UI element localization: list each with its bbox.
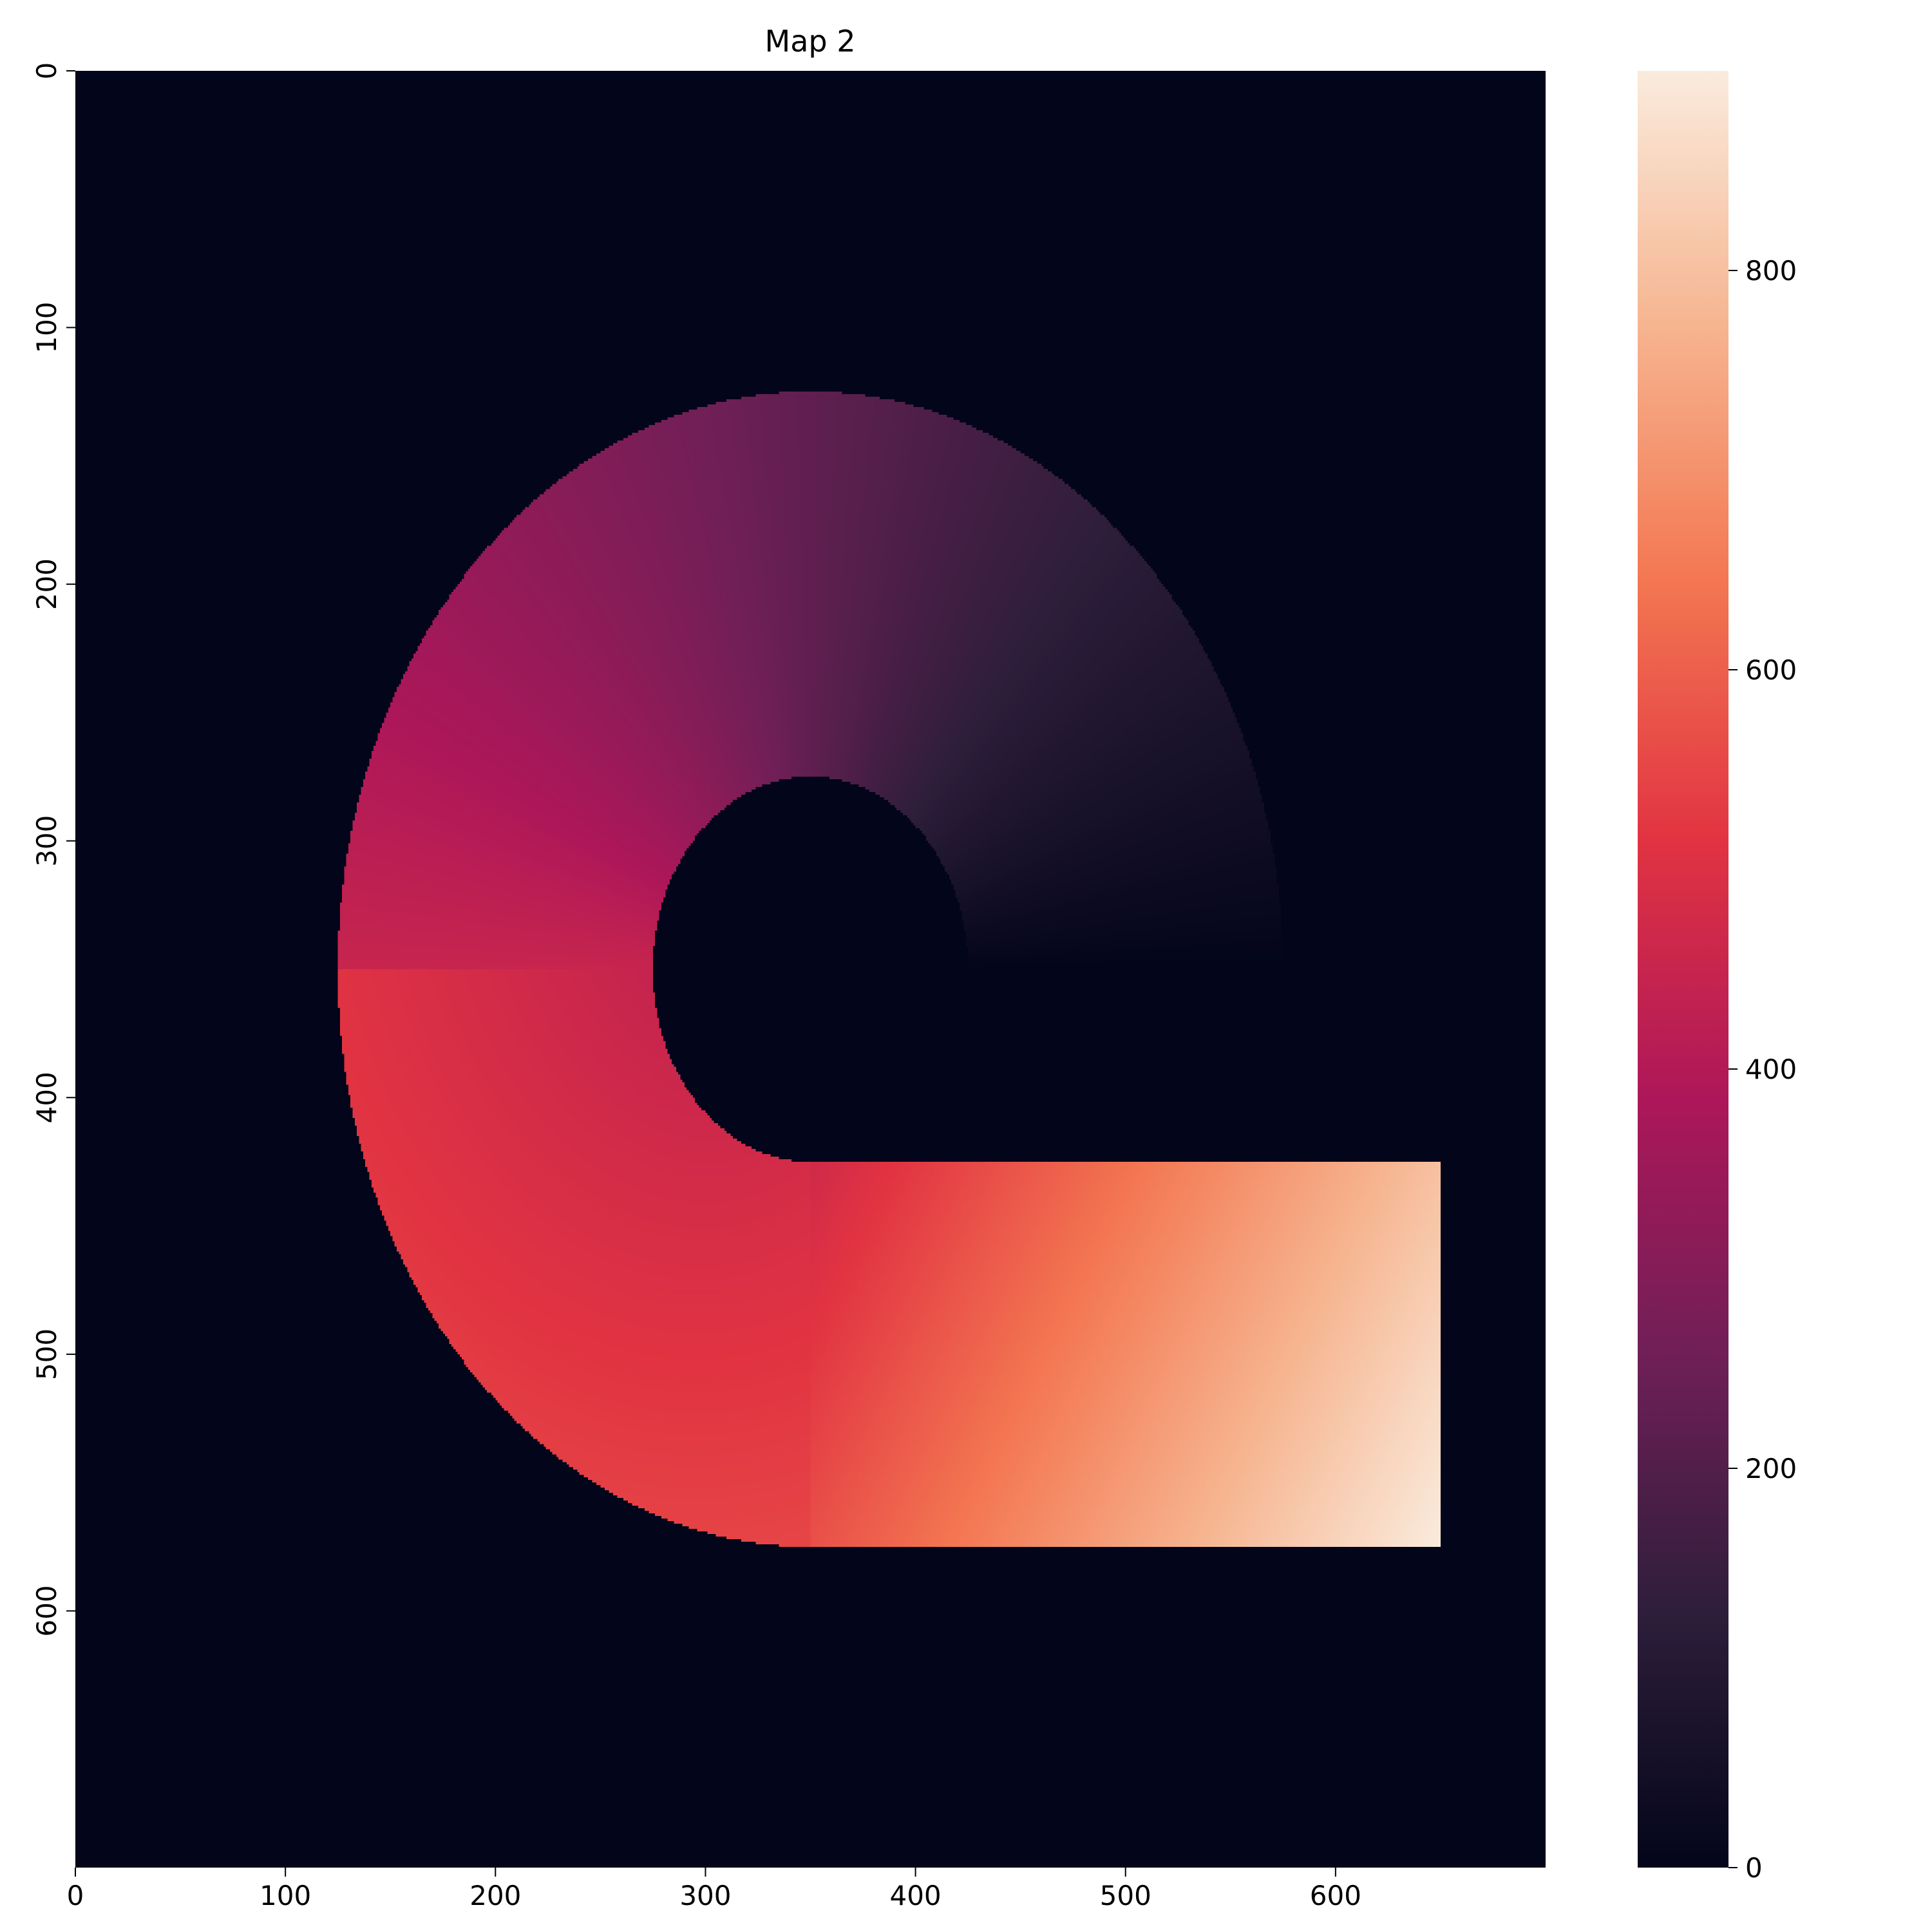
colorbar-tick-label: 0 [1745, 1852, 1763, 1884]
y-tick-label: 200 [31, 558, 62, 610]
x-axis: 0 100 200 300 400 500 600 [67, 1868, 1361, 1911]
y-tick-label: 300 [31, 815, 62, 867]
x-tick-label: 600 [1310, 1880, 1361, 1911]
x-tick-label: 400 [889, 1880, 941, 1911]
y-tick-label: 400 [31, 1072, 62, 1123]
plot-area [75, 71, 1546, 1868]
colorbar-tick-label: 600 [1745, 654, 1797, 686]
colorbar-tick-label: 800 [1745, 255, 1797, 287]
colorbar-tick-label: 200 [1745, 1453, 1797, 1484]
heatmap-field [75, 71, 1546, 1868]
y-axis: 0 100 200 300 400 500 600 [31, 62, 75, 1637]
colorbar-ticks: 0 200 400 600 800 [1728, 255, 1797, 1884]
colorbar-scale [1638, 71, 1728, 1868]
x-tick-label: 300 [679, 1880, 731, 1911]
y-tick-label: 600 [31, 1585, 62, 1636]
y-tick-label: 500 [31, 1329, 62, 1380]
x-tick-label: 200 [469, 1880, 521, 1911]
chart-title: Map 2 [765, 24, 856, 59]
colorbar: 0 200 400 600 800 [1638, 71, 1797, 1884]
y-tick-label: 0 [31, 62, 62, 80]
x-tick-label: 0 [67, 1880, 84, 1911]
x-tick-label: 100 [260, 1880, 311, 1911]
colorbar-tick-label: 400 [1745, 1054, 1797, 1085]
x-tick-label: 500 [1100, 1880, 1151, 1911]
y-tick-label: 100 [31, 301, 62, 353]
